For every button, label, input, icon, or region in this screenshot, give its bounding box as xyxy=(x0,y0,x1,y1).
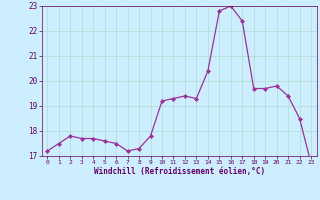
X-axis label: Windchill (Refroidissement éolien,°C): Windchill (Refroidissement éolien,°C) xyxy=(94,167,265,176)
